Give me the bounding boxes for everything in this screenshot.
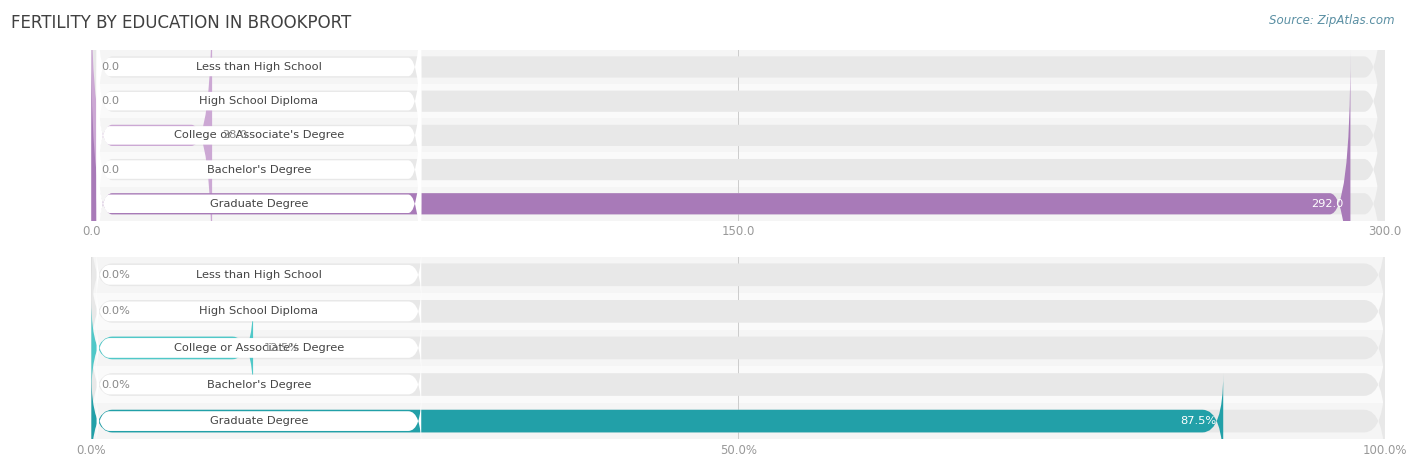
Text: Less than High School: Less than High School [195,62,322,72]
Text: 0.0%: 0.0% [101,380,131,390]
Text: 0.0: 0.0 [101,96,120,106]
FancyBboxPatch shape [97,285,422,338]
Text: 0.0: 0.0 [101,62,120,72]
FancyBboxPatch shape [97,42,422,229]
FancyBboxPatch shape [91,0,1385,289]
Text: 87.5%: 87.5% [1181,416,1216,426]
FancyBboxPatch shape [91,50,1350,357]
Text: Source: ZipAtlas.com: Source: ZipAtlas.com [1270,14,1395,27]
FancyBboxPatch shape [97,76,422,263]
Bar [91,293,1385,330]
Text: FERTILITY BY EDUCATION IN BROOKPORT: FERTILITY BY EDUCATION IN BROOKPORT [11,14,352,32]
Bar [91,187,1385,221]
Bar [91,330,1385,366]
Bar [91,366,1385,403]
FancyBboxPatch shape [97,8,422,195]
Bar [91,50,1385,84]
FancyBboxPatch shape [97,394,422,448]
Text: 12.5%: 12.5% [263,343,299,353]
FancyBboxPatch shape [91,50,1385,357]
FancyBboxPatch shape [97,321,422,375]
Text: College or Associate's Degree: College or Associate's Degree [174,343,344,353]
Text: High School Diploma: High School Diploma [200,96,318,106]
Text: Bachelor's Degree: Bachelor's Degree [207,164,311,175]
FancyBboxPatch shape [91,301,1385,395]
Text: 28.0: 28.0 [222,130,247,141]
FancyBboxPatch shape [91,228,1385,322]
FancyBboxPatch shape [91,374,1385,468]
FancyBboxPatch shape [91,0,212,289]
Text: 0.0: 0.0 [101,164,120,175]
Text: Less than High School: Less than High School [195,270,322,280]
Text: 292.0: 292.0 [1312,199,1344,209]
Text: 0.0%: 0.0% [101,270,131,280]
FancyBboxPatch shape [97,248,422,302]
FancyBboxPatch shape [91,0,1385,255]
Text: Graduate Degree: Graduate Degree [209,199,308,209]
Bar [91,403,1385,439]
Text: 0.0%: 0.0% [101,306,131,316]
FancyBboxPatch shape [91,264,1385,359]
FancyBboxPatch shape [91,374,1223,468]
Text: Graduate Degree: Graduate Degree [209,416,308,426]
FancyBboxPatch shape [91,337,1385,432]
Bar [91,84,1385,118]
Bar [91,118,1385,152]
FancyBboxPatch shape [91,301,253,395]
Text: High School Diploma: High School Diploma [200,306,318,316]
FancyBboxPatch shape [97,0,422,161]
FancyBboxPatch shape [97,110,422,297]
FancyBboxPatch shape [91,16,1385,323]
Text: Bachelor's Degree: Bachelor's Degree [207,380,311,390]
Bar [91,256,1385,293]
FancyBboxPatch shape [97,358,422,411]
FancyBboxPatch shape [91,0,1385,220]
Text: College or Associate's Degree: College or Associate's Degree [174,130,344,141]
Bar [91,152,1385,187]
